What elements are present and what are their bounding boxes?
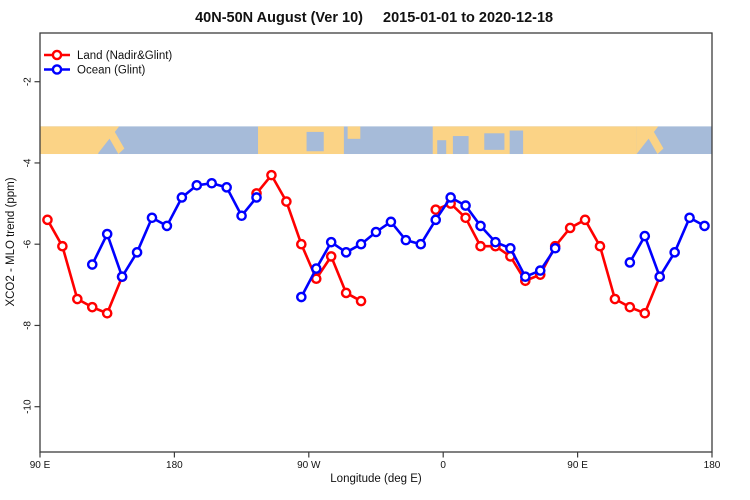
data-point-ocean (370, 226, 382, 238)
data-point-ocean (355, 238, 367, 250)
map-strip-ocean-segment (452, 136, 469, 155)
data-point-ocean (490, 236, 501, 248)
legend-label-ocean: Ocean (Glint) (77, 64, 146, 76)
legend-marker-ocean (51, 64, 63, 75)
plot-axes: 90 E 180 90 W 0 90 E 180 -2 -4 -6 -8 -10 (23, 32, 721, 471)
data-point-ocean (639, 230, 651, 242)
data-point-ocean (430, 214, 442, 226)
x-tick-label: 180 (166, 460, 183, 471)
data-point-ocean (325, 236, 337, 248)
data-point-ocean (131, 247, 143, 258)
data-point-ocean (206, 177, 218, 189)
data-point-ocean (534, 265, 546, 276)
series-line-ocean (90, 181, 258, 279)
data-point-land (624, 301, 636, 313)
map-strip-ocean-segment (509, 130, 524, 155)
data-point-land (86, 301, 98, 313)
map-strip-land-segment (347, 126, 361, 139)
data-point-ocean (176, 192, 188, 203)
x-tick-label: 0 (440, 460, 446, 471)
data-point-land (42, 214, 53, 226)
y-tick-label: -4 (23, 158, 34, 167)
data-point-ocean (86, 259, 98, 270)
data-point-land (609, 293, 621, 305)
data-point-land (430, 204, 442, 215)
map-strip-land-segment (646, 129, 664, 155)
data-series (42, 169, 710, 319)
x-tick-label: 90 W (297, 460, 321, 471)
y-tick-label: -8 (23, 321, 34, 330)
data-point-ocean (296, 291, 307, 303)
data-point-land (72, 293, 83, 305)
data-point-ocean (460, 200, 471, 211)
data-point-ocean (310, 263, 322, 274)
map-strip-land-segment (40, 126, 99, 155)
data-point-land (564, 222, 576, 234)
map-strip-ocean-segment (306, 131, 324, 152)
x-tick-label: 90 E (567, 460, 588, 471)
data-point-ocean (505, 242, 516, 254)
chart-title-main: 40N-50N August (Ver 10) (195, 10, 363, 26)
data-point-ocean (415, 238, 427, 250)
series-line-ocean (628, 216, 706, 279)
map-strip-land-segment (97, 126, 120, 155)
data-point-ocean (116, 271, 128, 283)
legend-marker-land (51, 49, 63, 61)
data-point-land (594, 240, 606, 252)
map-strip-ocean-segment (484, 133, 505, 150)
data-point-ocean (385, 216, 397, 228)
data-point-ocean (475, 220, 486, 232)
map-strip-ocean-segment (437, 140, 447, 155)
data-point-land (101, 307, 113, 319)
chart-title-dates: 2015-01-01 to 2020-12-18 (383, 10, 553, 26)
data-point-ocean (251, 192, 262, 203)
data-point-ocean (191, 179, 203, 191)
x-tick-label: 180 (704, 460, 721, 471)
map-strip-land-segment (258, 126, 344, 155)
data-point-ocean (221, 182, 232, 193)
data-point-ocean (654, 271, 666, 283)
data-point-ocean (445, 192, 456, 203)
data-point-ocean (400, 234, 412, 246)
data-point-land (266, 169, 277, 181)
data-point-land (639, 307, 651, 319)
data-point-land (296, 238, 307, 250)
plot-frame (39, 32, 713, 453)
data-point-ocean (146, 212, 158, 224)
data-point-land (579, 214, 591, 226)
map-strip-land-segment (107, 129, 125, 155)
data-point-ocean (161, 220, 173, 232)
data-point-land (460, 212, 471, 224)
data-point-land (475, 240, 486, 252)
legend-label-land: Land (Nadir&Glint) (77, 50, 172, 62)
data-point-land (355, 295, 367, 307)
data-point-ocean (624, 257, 636, 268)
data-point-ocean (549, 242, 561, 254)
chart-legend: Land (Nadir&Glint) Ocean (Glint) (44, 49, 172, 76)
x-tick-label: 90 E (30, 460, 51, 471)
y-tick-label: -2 (23, 77, 34, 86)
y-tick-label: -10 (23, 399, 34, 414)
y-tick-label: -6 (23, 239, 34, 248)
data-point-land (325, 251, 337, 262)
data-point-land (57, 240, 68, 252)
data-point-ocean (520, 271, 531, 283)
series-line-ocean (300, 196, 557, 299)
y-axis-label: XCO2 - MLO trend (ppm) (5, 177, 17, 306)
data-point-land (340, 287, 352, 299)
data-point-land (281, 196, 292, 207)
data-point-ocean (340, 247, 352, 258)
data-point-ocean (236, 210, 247, 222)
x-axis-label: Longitude (deg E) (330, 473, 422, 485)
data-point-ocean (684, 212, 695, 224)
data-point-ocean (101, 228, 113, 240)
data-point-ocean (669, 247, 680, 258)
data-point-ocean (699, 220, 710, 232)
map-strip (40, 126, 712, 155)
